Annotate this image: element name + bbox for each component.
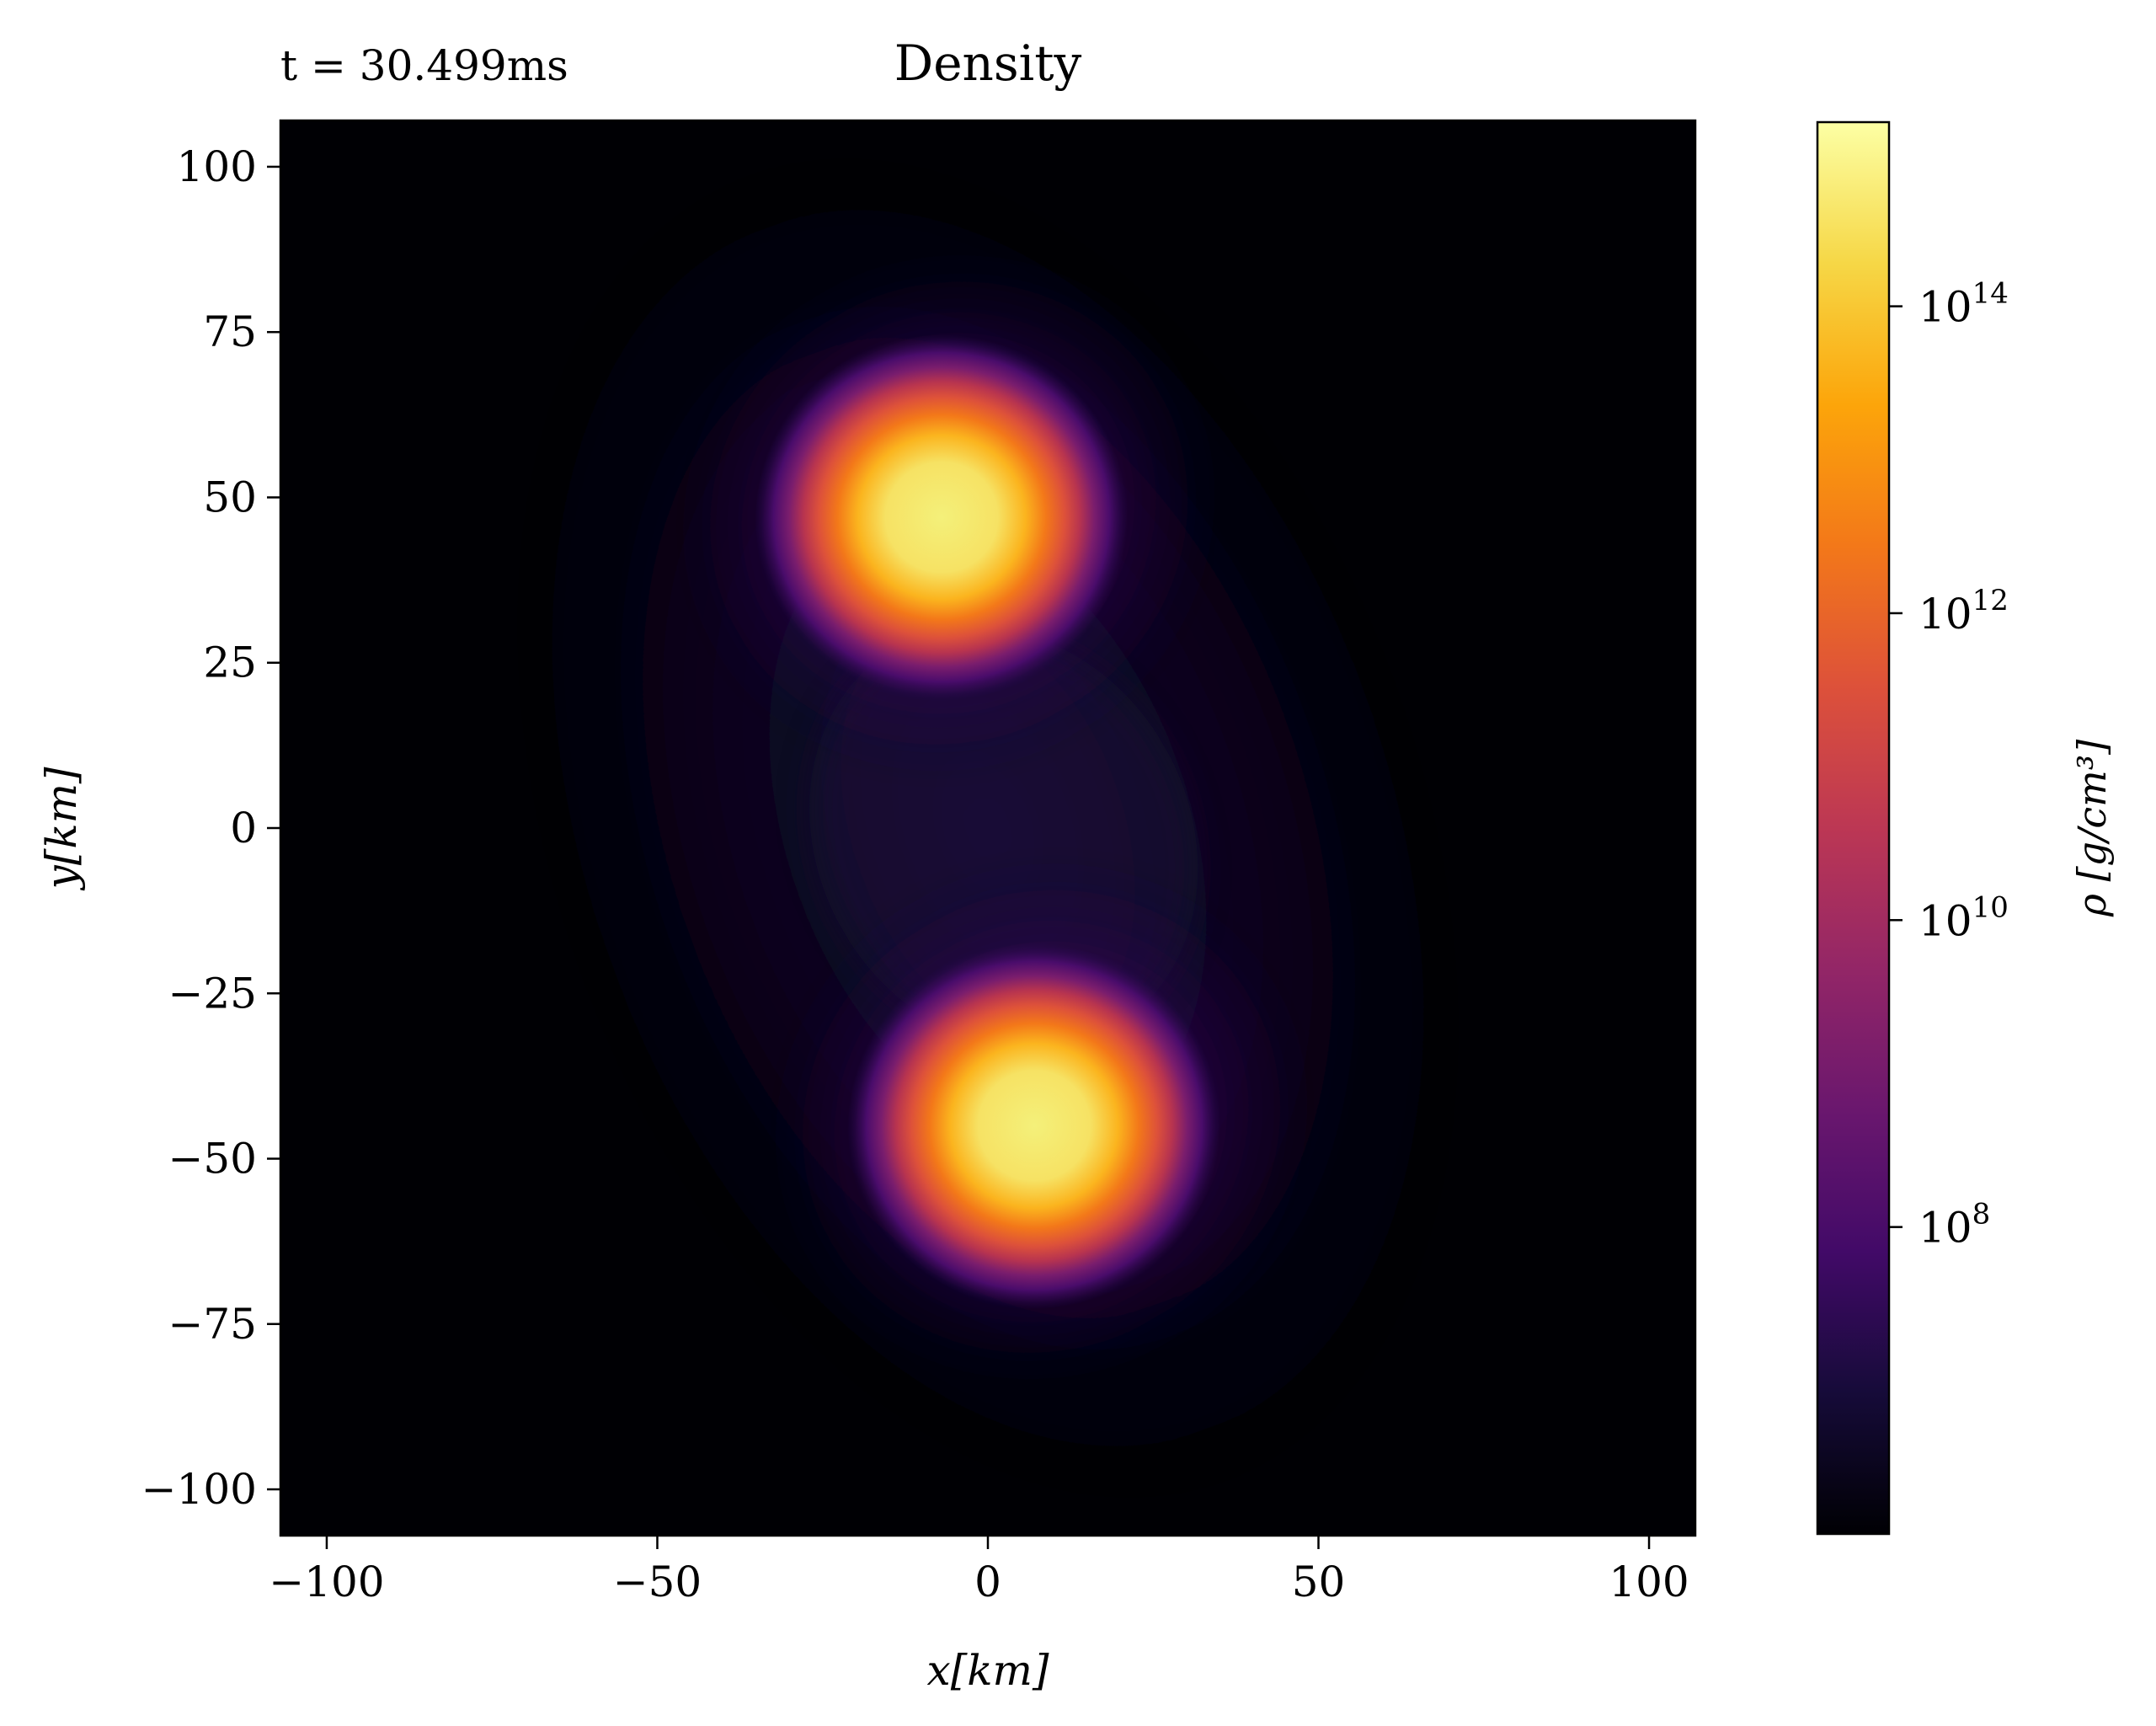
x-tick-label: 50 (1292, 1558, 1346, 1606)
colorbar-tick-label: 1010 (1919, 890, 2009, 945)
colorbar-tick-label: 1012 (1919, 584, 2009, 639)
y-tick-label: −50 (168, 1135, 257, 1184)
y-axis-ticks: 100 75 50 25 0 −25 −50 −75 −100 (141, 142, 280, 1514)
y-tick-label: −75 (168, 1300, 257, 1349)
x-tick-label: 0 (974, 1558, 1001, 1606)
y-tick-label: −100 (141, 1465, 257, 1514)
colorbar (1816, 120, 1891, 1536)
x-tick-label: −100 (269, 1558, 384, 1606)
chart-title: Density (894, 35, 1082, 92)
colorbar-ticks: 108 1010 1012 1014 (1889, 277, 2009, 1253)
x-axis-ticks: −100 −50 0 50 100 (269, 1536, 1689, 1606)
y-tick-label: −25 (168, 969, 257, 1018)
y-axis-label: y[km] (37, 767, 86, 890)
y-tick-label: 100 (177, 142, 257, 191)
lower-core (847, 943, 1221, 1309)
upper-core (755, 334, 1129, 700)
time-annotation: t = 30.499ms (280, 41, 568, 90)
y-tick-label: 25 (203, 639, 257, 687)
density-field (474, 120, 1502, 1536)
y-tick-label: 75 (203, 307, 257, 356)
colorbar-label: ρ [g/cm³] (2069, 740, 2115, 917)
plot-area (280, 120, 1695, 1536)
y-tick-label: 0 (230, 804, 257, 852)
x-axis-label: x[km] (927, 1646, 1049, 1695)
y-tick-label: 50 (203, 473, 257, 521)
x-tick-label: 100 (1609, 1558, 1689, 1606)
colorbar-tick-label: 108 (1919, 1198, 1990, 1253)
x-tick-label: −50 (613, 1558, 702, 1606)
colorbar-tick-label: 1014 (1919, 277, 2009, 332)
